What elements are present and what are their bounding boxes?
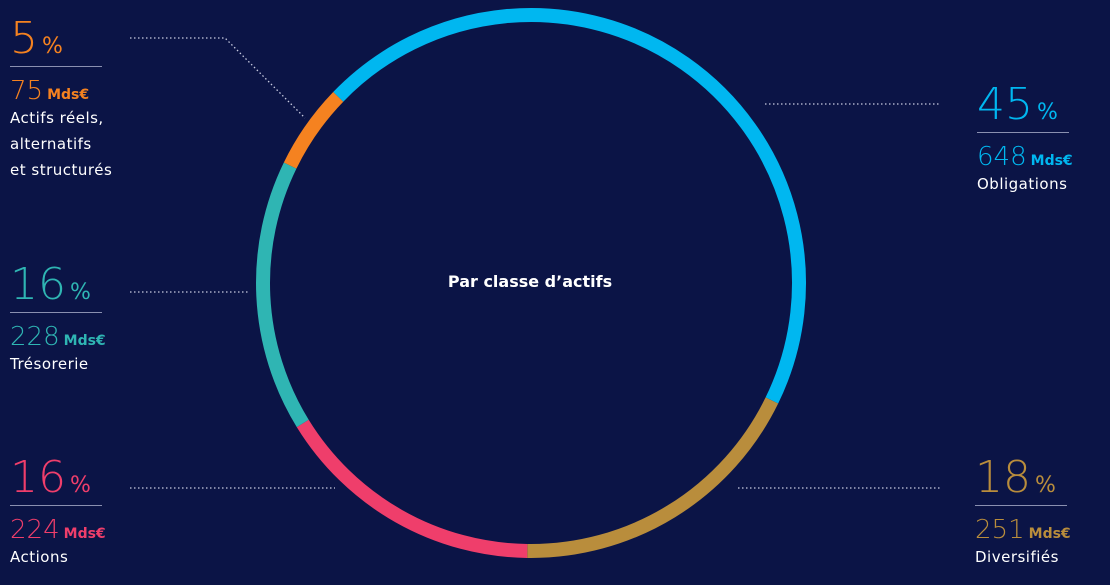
slice-label: 16% 228 Mds€ Trésorerie xyxy=(10,262,130,377)
percent-row: 16% xyxy=(10,262,130,308)
category-name: Diversifiés xyxy=(975,548,1059,566)
amount-value: 224 xyxy=(10,515,60,545)
divider xyxy=(975,505,1067,506)
amount-row: 648 Mds€ xyxy=(977,143,1097,171)
slice-label: 45% 648 Mds€ Obligations xyxy=(977,82,1097,197)
percent-value: 16 xyxy=(10,259,66,310)
divider xyxy=(10,66,102,67)
percent-unit: % xyxy=(42,34,63,59)
slice-label: 18% 251 Mds€ Diversifiés xyxy=(975,455,1095,570)
percent-unit: % xyxy=(70,280,91,305)
slice xyxy=(333,8,806,404)
amount-unit: Mds€ xyxy=(1030,153,1073,169)
amount-row: 228 Mds€ xyxy=(10,323,130,351)
amount-unit: Mds€ xyxy=(63,526,106,542)
percent-unit: % xyxy=(70,473,91,498)
slice xyxy=(296,419,528,558)
leader-line xyxy=(130,37,306,119)
amount-row: 251 Mds€ xyxy=(975,516,1095,544)
category-name: Trésorerie xyxy=(10,355,89,373)
slice-label: 5% 75 Mds€ Actifs réels, alternatifs et str… xyxy=(10,16,130,183)
slice xyxy=(527,397,779,558)
percent-value: 16 xyxy=(10,452,66,503)
percent-unit: % xyxy=(1035,473,1056,498)
amount-value: 75 xyxy=(10,76,44,106)
percent-row: 16% xyxy=(10,455,130,501)
category-name: Actions xyxy=(10,548,69,566)
percent-row: 18% xyxy=(975,455,1095,501)
amount-value: 251 xyxy=(975,515,1025,545)
amount-row: 75 Mds€ xyxy=(10,77,130,105)
amount-value: 648 xyxy=(977,142,1027,172)
percent-value: 45 xyxy=(977,79,1033,130)
chart-title: Par classe d’actifs xyxy=(447,272,613,291)
percent-value: 18 xyxy=(975,452,1031,503)
percent-value: 5 xyxy=(10,13,38,64)
amount-row: 224 Mds€ xyxy=(10,516,130,544)
amount-unit: Mds€ xyxy=(47,87,90,103)
amount-unit: Mds€ xyxy=(1028,526,1071,542)
percent-row: 45% xyxy=(977,82,1097,128)
slice-label: 16% 224 Mds€ Actions xyxy=(10,455,130,570)
amount-value: 228 xyxy=(10,322,60,352)
percent-unit: % xyxy=(1037,100,1058,125)
divider xyxy=(10,312,102,313)
slice xyxy=(256,162,309,428)
divider xyxy=(10,505,102,506)
category-name: Actifs réels, alternatifs et structurés xyxy=(10,109,113,179)
amount-unit: Mds€ xyxy=(63,333,106,349)
divider xyxy=(977,132,1069,133)
slice xyxy=(283,91,344,169)
percent-row: 5% xyxy=(10,16,130,62)
category-name: Obligations xyxy=(977,175,1068,193)
